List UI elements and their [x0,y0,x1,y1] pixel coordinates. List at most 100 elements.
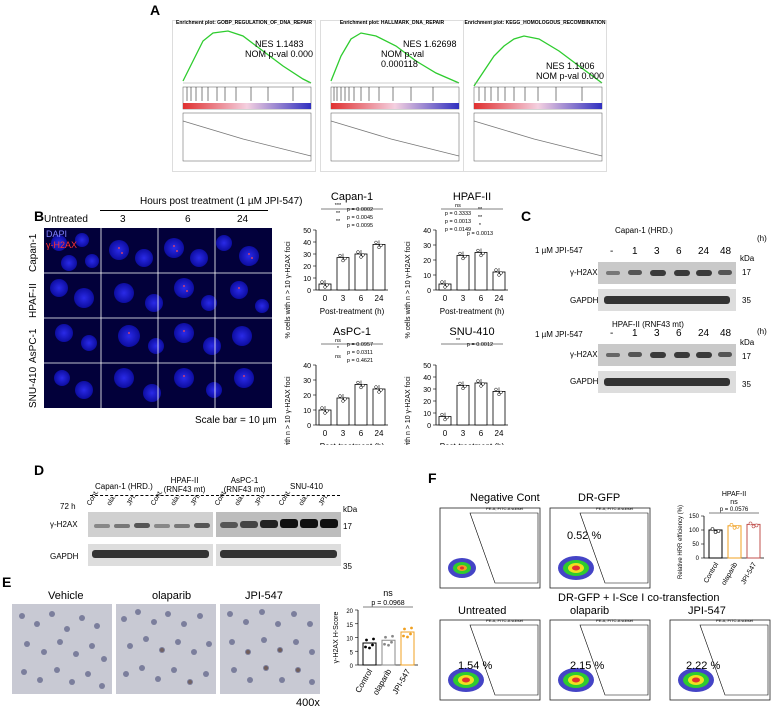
chart-title: HPAF-II [722,491,746,498]
y-tick-label: 0 [427,423,431,430]
lane-label: 1 [632,328,638,339]
treat-label-1: 1 µM JPI-547 [535,246,583,255]
gsea-title: Enrichment plot: GOBP_REGULATION_OF_DNA_… [176,20,312,26]
row-label-snu410: SNU-410 [28,366,39,408]
lane-label: 6 [676,328,682,339]
lane-label: 3 [654,246,660,257]
gsea-pval-2: NOM p-val 0.000118 [381,49,425,69]
data-point [443,285,447,289]
gapdh-blot-1 [598,289,736,311]
data-point [445,415,449,420]
data-point [458,251,462,256]
bar [354,384,368,426]
data-point [343,256,347,261]
data-point [461,386,465,391]
ihc-image-olaparib [116,604,216,694]
y-tick-label: 0 [307,423,311,430]
data-point [364,645,367,649]
data-point [361,383,365,388]
x-tick-label: 24 [495,294,504,303]
stat-label: ns [335,354,341,360]
data-point [497,273,501,277]
data-point [343,397,347,401]
gsea-plot-3: Enrichment plot: KEGG_HOMOLOGOUS_RECOMBI… [463,20,607,172]
unit-label-2: (h) [757,327,767,336]
bar [381,639,396,666]
flow-gate-negcont: PE-A, FITC-A subset [486,506,524,511]
lane-label: 6 [676,246,682,257]
gsea-nes-2: NES 1.62698 [403,39,457,49]
data-point [320,406,324,410]
lane-label: 24 [698,328,710,339]
y-axis-label: % cells with n > 10 γ-H2AX foci [285,241,292,339]
time-label-6: 6 [185,214,191,225]
data-point [713,530,718,534]
x-tick-label: 0 [323,294,328,303]
data-point [440,280,444,284]
data-point [406,635,409,639]
y-tick-label: 40 [423,375,431,382]
data-point [368,646,371,650]
data-point [476,379,480,383]
y-tick-label: 10 [303,276,311,283]
group-label-aspc1: AsPC-1 (RNF43 mt) [223,476,266,494]
panel-label-a: A [150,2,161,18]
stat-label: p = 0.0002 [347,207,373,213]
y-tick-label: 15 [346,623,353,629]
ns-label: ns [730,499,738,506]
data-point [391,634,394,638]
unit-label-1: (h) [757,234,767,243]
data-point [377,245,381,250]
stat-label: p = 0.0045 [347,215,373,221]
y-tick-label: 40 [303,363,311,370]
h2ax-row-label-1: γ-H2AX [570,268,598,277]
flow-title-olaparib: olaparib [570,605,610,617]
flow-title-jpi547: JPI-547 [688,605,726,617]
density-red [572,565,580,571]
y-tick-label: 50 [423,363,431,370]
stat-label: p = 0.0311 [347,350,373,356]
gsea-title: Enrichment plot: HALLMARK_DNA_REPAIR [339,20,445,26]
bar [456,385,470,426]
flow-plot-4 [669,619,771,701]
x-axis-label: Post-treatment (h) [320,307,385,316]
lane-label: - [610,328,614,339]
y-axis-label: γ-H2AX H-Score [333,612,340,664]
x-tick-label: 6 [359,429,364,438]
mw17-2: 17 [742,352,751,361]
group-label-hpaf2: HPAF-II (RNF43 mt) [163,476,206,494]
gapdh-row-label-1: GAPDH [570,296,599,305]
data-point [374,240,378,245]
data-point [356,380,360,385]
data-point [338,394,342,398]
y-tick-label: 30 [303,252,311,259]
y-tick-label: 20 [303,393,311,400]
stat-label: * [479,223,482,229]
h2ax-row-label-d: γ-H2AX [50,520,78,529]
y-tick-label: 0 [350,664,354,670]
h2ax-row-label-2: γ-H2AX [570,350,598,359]
flow-title-drgfp: DR-GFP [578,492,621,504]
x-tick-label: JPI-547 [391,667,413,696]
data-point [338,253,342,258]
ihc-image-vehicle [12,604,112,694]
flow-gate-untreated: PE-A, FITC-A subset [486,618,524,623]
stat-label: p = 0.3333 [445,211,471,217]
blot2-title: HPAF-II (RNF43 mt) [612,320,684,329]
chart-title: AsPC-1 [333,326,371,338]
data-point [359,255,363,259]
data-point [387,643,390,647]
x-tick-label: 0 [443,294,448,303]
x-axis-label: Post-treatment (h) [440,307,505,316]
h2ax-blot-d1 [88,512,213,537]
mw17-1: 17 [742,268,751,277]
chart-title: HPAF-II [453,191,491,203]
y-tick-label: 50 [303,228,311,235]
y-tick-label: 20 [346,609,353,615]
blot1-title: Capan-1 (HRD.) [615,226,673,235]
lane-label: Cont. [149,489,165,507]
flow-gate [469,512,539,584]
bar [400,631,415,666]
data-point [729,522,734,527]
